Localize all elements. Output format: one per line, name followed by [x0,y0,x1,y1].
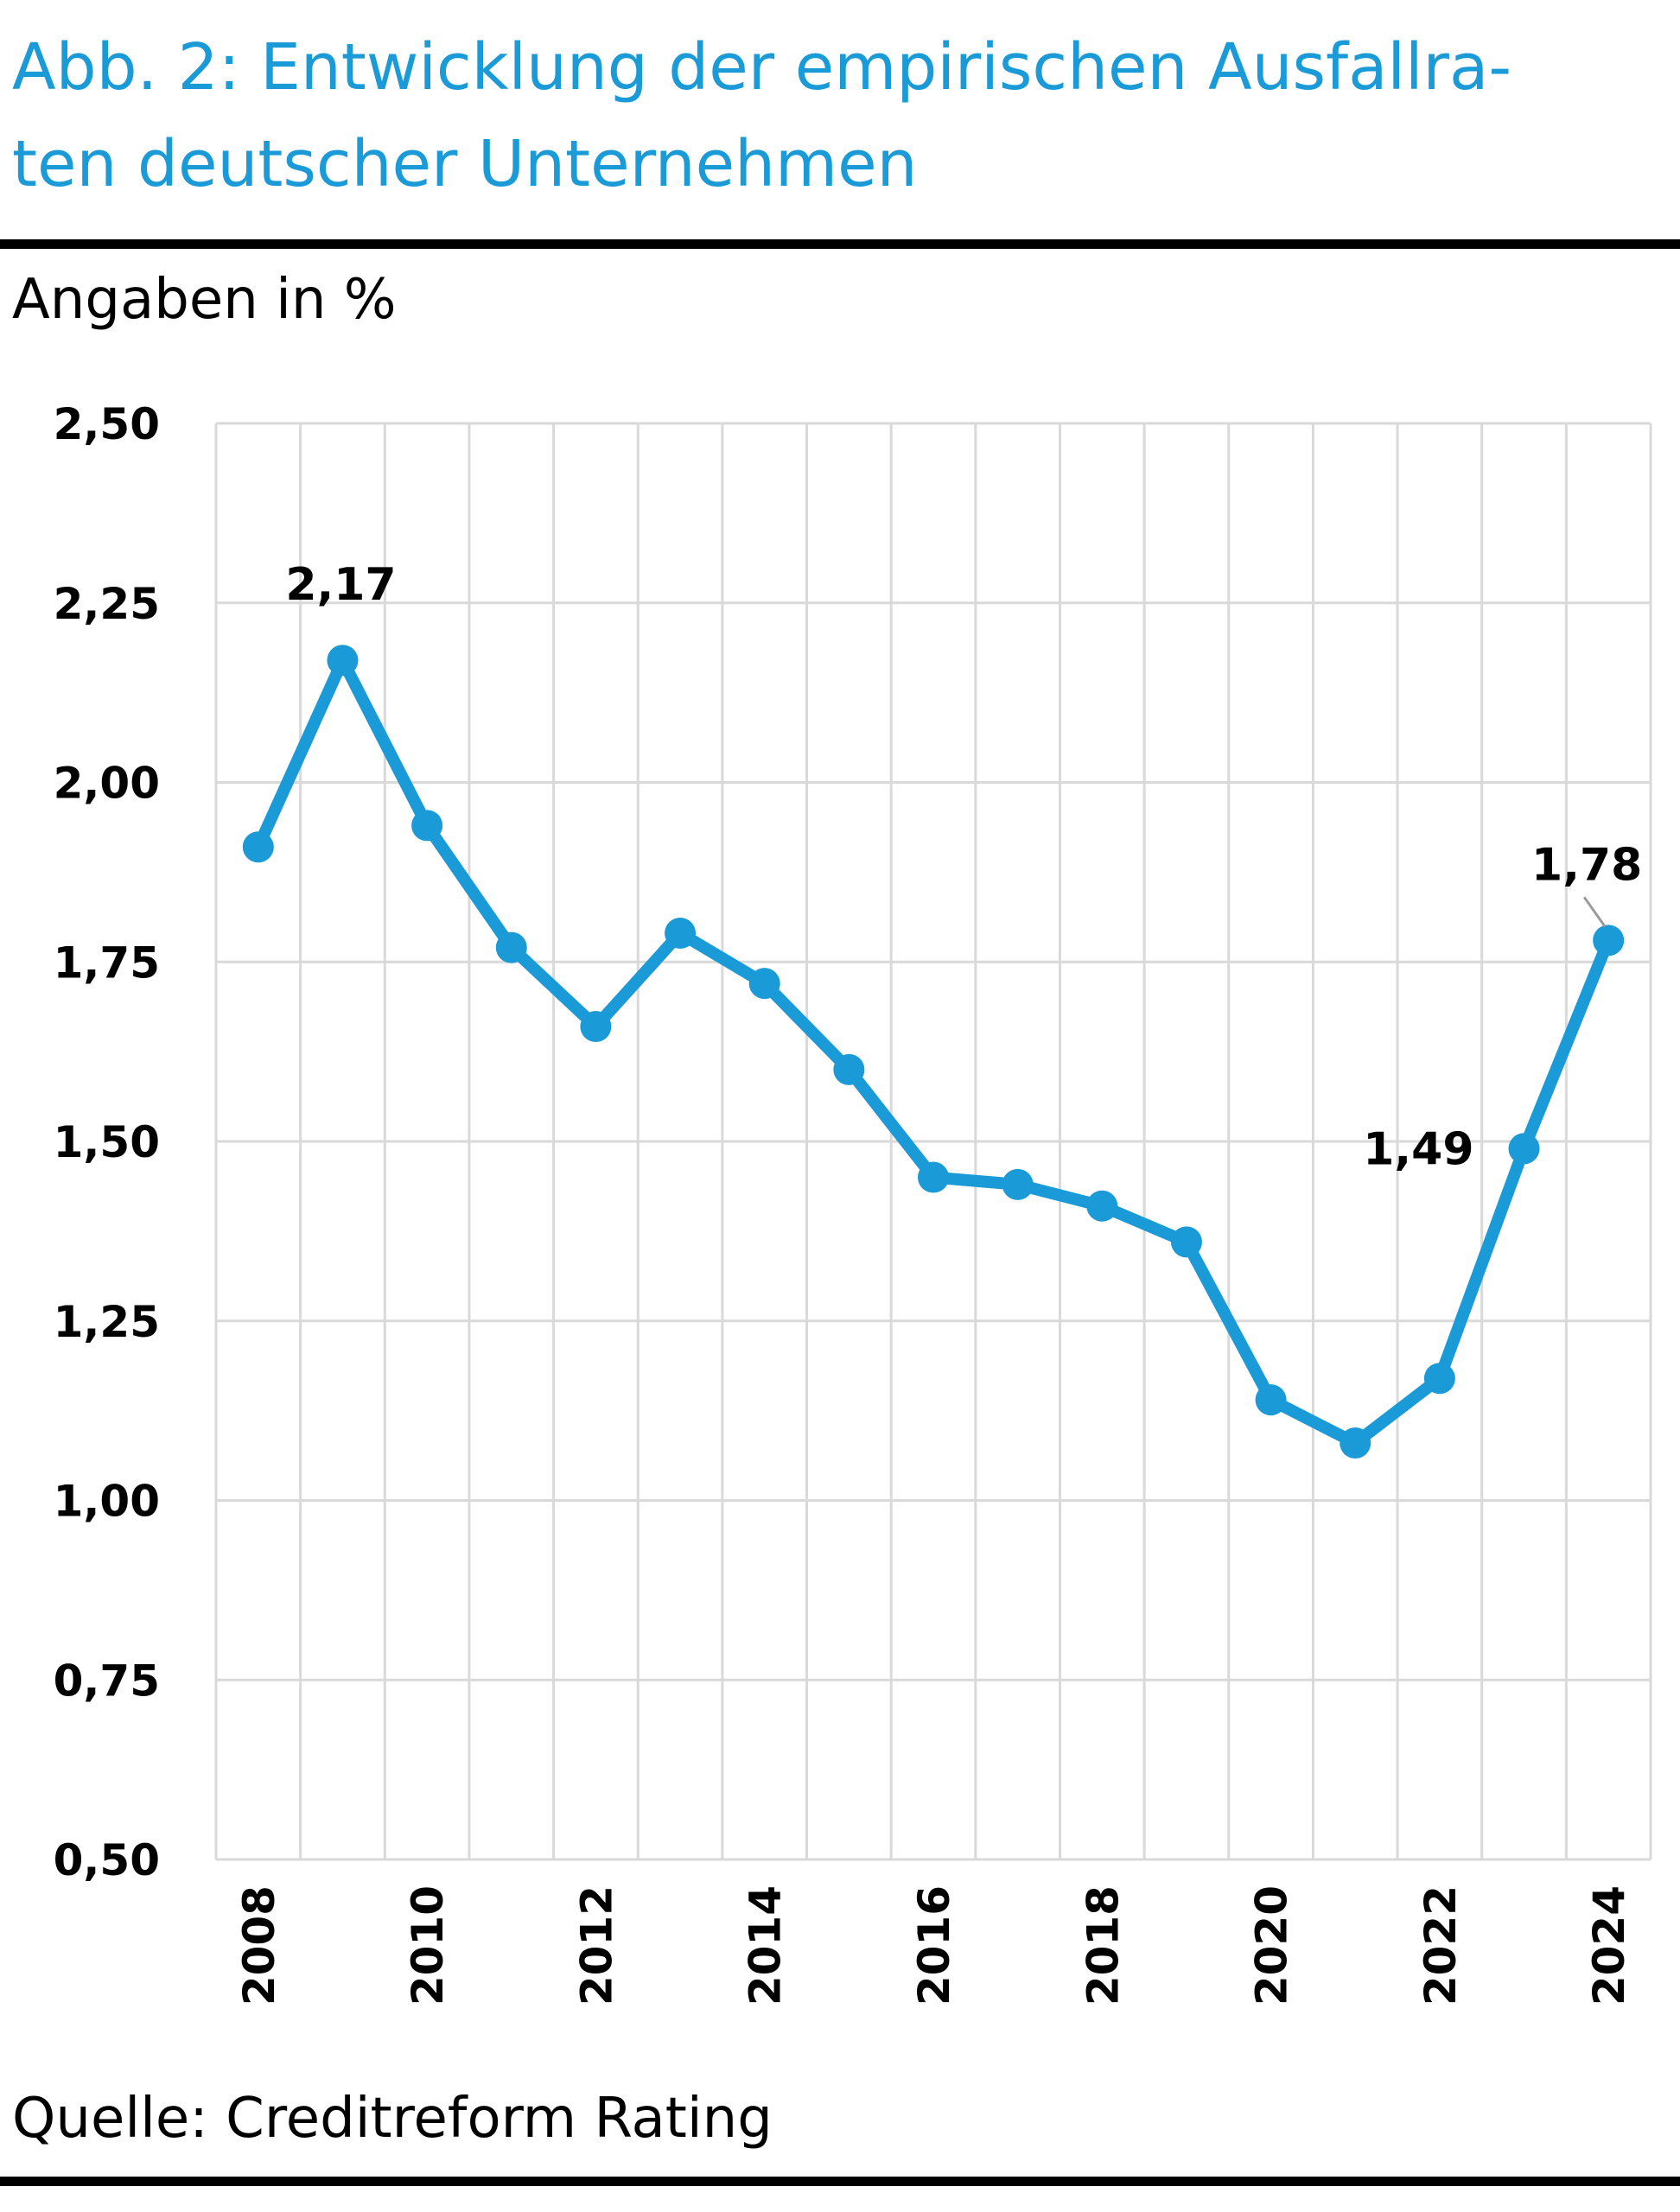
data-point [1170,1226,1202,1258]
x-tick-label: 2016 [909,1885,959,2005]
data-point [665,918,697,950]
data-point [1086,1190,1118,1222]
data-point [495,931,527,963]
data-point [327,645,359,677]
y-tick-label: 0,50 [54,1835,160,1885]
x-tick-label: 2008 [234,1885,284,2005]
data-point [1593,925,1625,957]
title-line-2: ten deutscher Unternehmen [12,127,918,201]
x-tick-label: 2020 [1247,1885,1297,2005]
x-tick-label: 2018 [1078,1885,1128,2005]
source-note: Quelle: Creditreform Rating [12,2087,773,2151]
y-tick-label: 2,25 [54,579,160,629]
x-tick-label: 2010 [403,1885,453,2005]
data-point [1508,1133,1540,1165]
y-tick-label: 1,50 [54,1117,160,1167]
data-point [580,1011,612,1043]
data-label: 2,17 [285,559,396,611]
x-tick-label: 2024 [1584,1885,1634,2005]
chart-title: Abb. 2: Entwicklung der empirischen Ausf… [12,19,1654,213]
data-label-leader-line [1582,896,1607,928]
unit-label: Angaben in % [12,268,397,332]
x-tick-label: 2022 [1416,1885,1466,2005]
y-tick-label: 1,25 [54,1297,160,1347]
top-rule [0,239,1680,249]
data-label: 1,49 [1363,1123,1473,1175]
data-point [918,1161,949,1193]
data-point [1002,1168,1034,1200]
y-tick-label: 2,00 [54,759,160,809]
x-tick-label: 2012 [571,1885,621,2005]
series-line [251,654,1615,1450]
y-tick-label: 0,75 [54,1656,160,1706]
y-tick-label: 1,75 [54,938,160,988]
data-point [242,831,274,863]
data-point [1340,1427,1371,1459]
y-tick-label: 1,00 [54,1477,160,1527]
bottom-rule [0,2177,1680,2186]
data-label: 1,78 [1531,839,1642,891]
data-point [1423,1363,1455,1395]
data-point [1255,1384,1287,1416]
data-point [833,1053,865,1085]
y-tick-label: 2,50 [54,399,160,449]
x-tick-label: 2014 [741,1885,791,2005]
data-point [411,810,443,842]
data-point [748,968,780,1000]
title-line-1: Abb. 2: Entwicklung der empirischen Ausf… [12,30,1512,105]
